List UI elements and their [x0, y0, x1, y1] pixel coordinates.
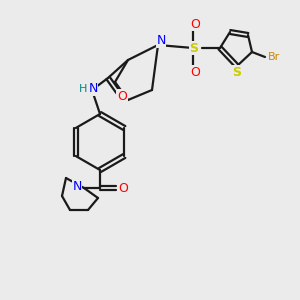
- Text: N: N: [72, 181, 82, 194]
- Text: O: O: [190, 17, 200, 31]
- Text: N: N: [88, 82, 98, 95]
- Text: H: H: [79, 84, 87, 94]
- Text: N: N: [156, 34, 166, 47]
- Text: O: O: [117, 89, 127, 103]
- Text: S: S: [232, 65, 242, 79]
- Text: S: S: [190, 41, 199, 55]
- Text: Br: Br: [268, 52, 280, 62]
- Text: O: O: [190, 65, 200, 79]
- Text: O: O: [118, 182, 128, 194]
